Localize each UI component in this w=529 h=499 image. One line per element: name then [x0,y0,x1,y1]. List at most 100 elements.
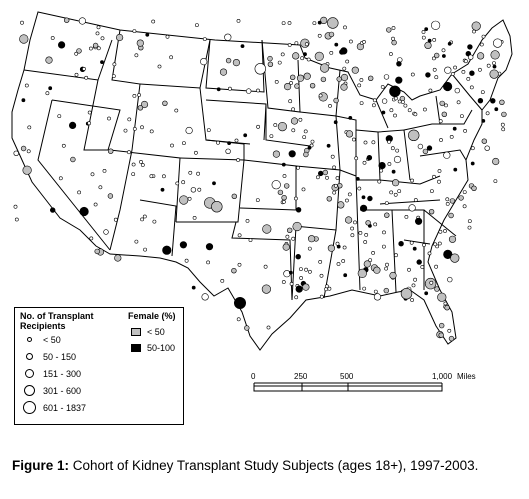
center-symbol [227,141,232,146]
center-symbol [288,270,293,275]
center-symbol [14,217,19,222]
center-symbol [362,40,366,44]
center-symbol [360,204,368,212]
center-symbol [290,74,296,81]
center-symbol [19,34,29,44]
center-symbol [134,53,139,58]
center-symbol [494,107,499,112]
center-symbol [299,276,304,280]
center-symbol [328,104,332,108]
center-symbol [219,68,228,76]
center-symbol [324,284,329,289]
center-symbol [462,204,467,209]
center-symbol [337,201,345,209]
center-symbol [294,83,300,89]
center-symbol [50,36,55,40]
center-symbol [100,60,104,65]
center-symbol [363,240,368,244]
center-symbol [234,297,246,309]
center-symbol [443,229,447,233]
center-symbol [490,50,500,60]
center-symbol [266,325,271,330]
center-symbol [231,193,238,200]
center-symbol [348,39,353,44]
center-symbol [428,88,433,93]
center-symbol [479,42,484,47]
center-symbol [181,141,186,146]
center-symbol [329,51,334,55]
center-symbol [289,281,294,286]
center-symbol [459,114,464,119]
center-symbol [192,215,197,220]
center-symbol [388,52,393,56]
center-symbol [13,150,19,157]
center-symbol [102,168,107,173]
center-symbol [205,243,214,251]
center-symbol [107,148,114,154]
center-symbol [175,181,180,186]
center-symbol [319,273,324,278]
center-symbol [407,267,411,272]
center-symbol [368,75,374,82]
center-symbol [188,170,193,175]
center-symbol [319,294,324,299]
center-symbol [127,117,132,122]
center-symbol [385,262,389,267]
center-symbol [500,122,505,127]
center-symbol [391,169,396,174]
center-symbol [450,72,455,76]
center-symbol [162,245,172,255]
center-symbol [115,33,124,42]
center-symbol [413,198,418,202]
center-symbol [489,69,499,79]
center-symbol [84,75,89,80]
center-symbol [304,267,309,272]
center-symbol [467,225,472,230]
center-symbol [113,217,118,222]
center-symbol [308,235,316,243]
center-symbol [333,183,338,188]
center-symbol [336,262,341,266]
center-symbol [441,48,446,53]
center-symbol [444,66,452,74]
center-symbol [284,82,292,91]
center-symbol [197,187,202,192]
center-symbol [357,268,367,279]
center-symbol [396,61,402,67]
center-symbol [149,129,154,134]
size-symbol-301-600 [24,385,35,396]
center-symbol [191,285,196,290]
center-symbol [421,30,426,34]
center-symbol [157,64,162,69]
figure-caption: Figure 1: Cohort of Kidney Transplant St… [12,457,520,474]
center-symbol [397,189,402,194]
center-symbol [463,59,468,64]
center-symbol [236,158,241,162]
center-symbol [284,183,290,189]
center-symbol [76,48,82,54]
center-symbol [438,119,443,124]
center-symbol [340,73,349,82]
center-symbol [320,63,330,73]
center-symbol [470,146,475,151]
female-class-label-2: 50-100 [147,343,176,353]
center-symbol [454,87,460,94]
center-symbol [70,156,76,163]
center-symbol [439,100,445,107]
center-symbol [196,171,201,176]
center-symbol [137,93,142,97]
center-symbol [170,143,174,148]
center-symbol [142,214,147,219]
center-symbol [318,259,323,264]
center-symbol [92,42,99,49]
center-symbol [165,34,170,39]
center-symbol [160,187,165,192]
center-symbol [317,20,322,25]
center-symbol [413,277,418,282]
center-symbol [303,72,311,80]
center-symbol [145,32,150,37]
center-symbol [206,260,211,265]
center-symbol [493,179,498,184]
center-symbol [438,229,443,234]
center-symbol [103,229,109,235]
